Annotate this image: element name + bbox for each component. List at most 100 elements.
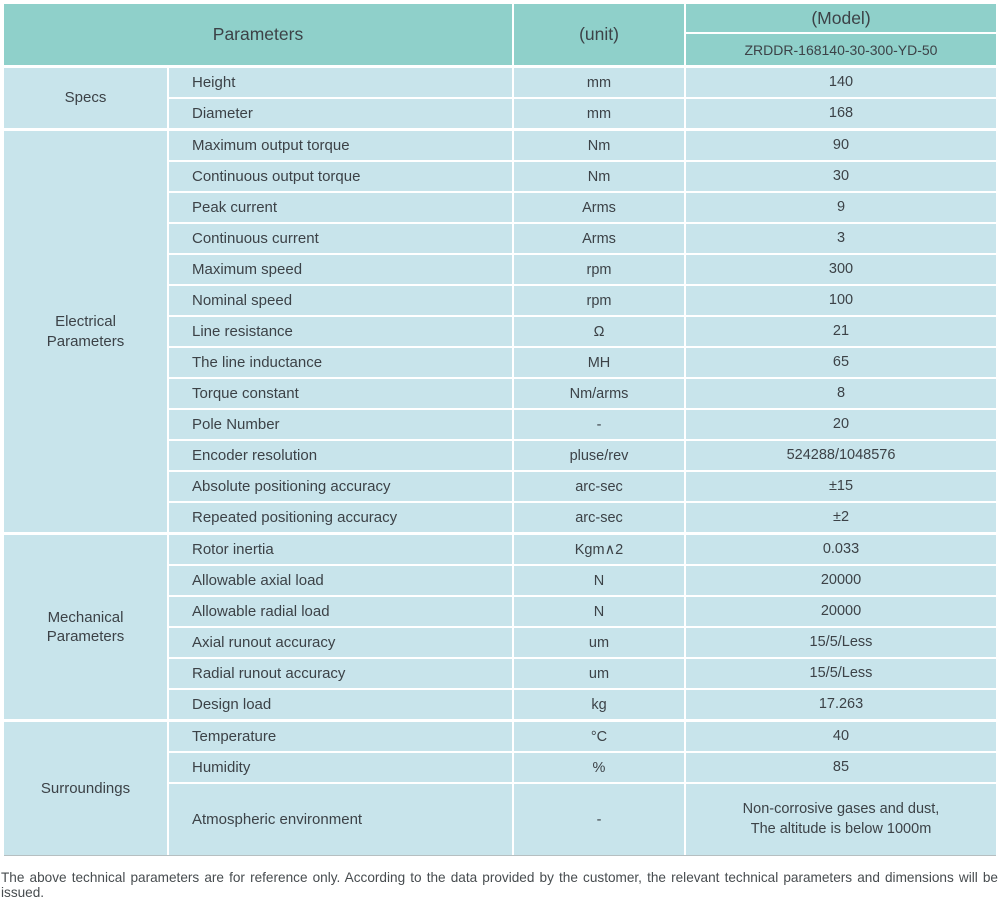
param-unit: arc-sec (514, 472, 684, 501)
param-value: 21 (686, 317, 996, 346)
param-name: Rotor inertia (169, 535, 512, 564)
param-value: Non-corrosive gases and dust, The altitu… (686, 784, 996, 855)
param-value: 40 (686, 722, 996, 751)
param-value: 17.263 (686, 690, 996, 719)
param-name: Humidity (169, 753, 512, 782)
param-unit: - (514, 410, 684, 439)
spec-table: Parameters (unit) (Model) ZRDDR-168140-3… (4, 4, 996, 856)
param-name: Peak current (169, 193, 512, 222)
param-unit: MH (514, 348, 684, 377)
param-name: Absolute positioning accuracy (169, 472, 512, 501)
param-value: 0.033 (686, 535, 996, 564)
param-unit: mm (514, 68, 684, 97)
param-unit: °C (514, 722, 684, 751)
table-row: Repeated positioning accuracy arc-sec ±2 (169, 503, 996, 532)
table-row: Humidity % 85 (169, 753, 996, 782)
param-value: 20000 (686, 566, 996, 595)
footer-note: The above technical parameters are for r… (1, 870, 998, 900)
table-row: Continuous current Arms 3 (169, 224, 996, 253)
table-row: Temperature °C 40 (169, 722, 996, 751)
param-value: 300 (686, 255, 996, 284)
param-unit: um (514, 659, 684, 688)
table-row: Radial runout accuracy um 15/5/Less (169, 659, 996, 688)
param-value: 140 (686, 68, 996, 97)
table-row: Maximum speed rpm 300 (169, 255, 996, 284)
param-unit: arc-sec (514, 503, 684, 532)
param-value: 20 (686, 410, 996, 439)
param-unit: um (514, 628, 684, 657)
section-label-text: Mechanical Parameters (46, 608, 125, 646)
param-value: 15/5/Less (686, 628, 996, 657)
spec-sheet-page: Parameters (unit) (Model) ZRDDR-168140-3… (0, 4, 999, 900)
param-unit: Arms (514, 224, 684, 253)
param-value: 524288/1048576 (686, 441, 996, 470)
param-unit: rpm (514, 286, 684, 315)
section-label: Mechanical Parameters (4, 535, 167, 719)
param-name: The line inductance (169, 348, 512, 377)
section-rows: Temperature °C 40 Humidity % 85 Atmosphe… (169, 722, 996, 855)
param-value: 85 (686, 753, 996, 782)
param-name: Diameter (169, 99, 512, 128)
param-name: Allowable axial load (169, 566, 512, 595)
param-value: 3 (686, 224, 996, 253)
param-unit: pluse/rev (514, 441, 684, 470)
param-unit: Ω (514, 317, 684, 346)
param-value: 65 (686, 348, 996, 377)
table-row: Peak current Arms 9 (169, 193, 996, 222)
param-value: 90 (686, 131, 996, 160)
unit-header: (unit) (514, 4, 684, 65)
table-row: Axial runout accuracy um 15/5/Less (169, 628, 996, 657)
param-value: 30 (686, 162, 996, 191)
table-row: Pole Number - 20 (169, 410, 996, 439)
table-row: Design load kg 17.263 (169, 690, 996, 719)
param-value: 8 (686, 379, 996, 408)
param-name: Pole Number (169, 410, 512, 439)
table-row: The line inductance MH 65 (169, 348, 996, 377)
table-row: Absolute positioning accuracy arc-sec ±1… (169, 472, 996, 501)
param-unit: Nm (514, 131, 684, 160)
table-row: Nominal speed rpm 100 (169, 286, 996, 315)
param-unit: rpm (514, 255, 684, 284)
param-unit: N (514, 566, 684, 595)
param-value: 9 (686, 193, 996, 222)
section-rows: Maximum output torque Nm 90 Continuous o… (169, 131, 996, 532)
section-mechanical-parameters: Mechanical Parameters Rotor inertia Kgm∧… (4, 535, 996, 719)
param-name: Atmospheric environment (169, 784, 512, 855)
param-name: Encoder resolution (169, 441, 512, 470)
section-label: Electrical Parameters (4, 131, 167, 532)
param-name: Height (169, 68, 512, 97)
section-rows: Height mm 140 Diameter mm 168 (169, 68, 996, 128)
table-row: Height mm 140 (169, 68, 996, 97)
table-row: Diameter mm 168 (169, 99, 996, 128)
section-label: Surroundings (4, 722, 167, 855)
section-label-text: Specs (64, 89, 107, 107)
param-name: Allowable radial load (169, 597, 512, 626)
parameters-header: Parameters (4, 4, 512, 65)
model-value: ZRDDR-168140-30-300-YD-50 (686, 34, 996, 65)
param-unit: Arms (514, 193, 684, 222)
param-value: 20000 (686, 597, 996, 626)
param-name: Maximum output torque (169, 131, 512, 160)
param-name: Continuous output torque (169, 162, 512, 191)
param-value: 100 (686, 286, 996, 315)
section-specs: Specs Height mm 140 Diameter mm 168 (4, 68, 996, 128)
param-name: Temperature (169, 722, 512, 751)
table-row: Torque constant Nm/arms 8 (169, 379, 996, 408)
param-name: Design load (169, 690, 512, 719)
param-unit: Nm (514, 162, 684, 191)
param-name: Repeated positioning accuracy (169, 503, 512, 532)
table-row: Line resistance Ω 21 (169, 317, 996, 346)
param-value: ±2 (686, 503, 996, 532)
table-row: Continuous output torque Nm 30 (169, 162, 996, 191)
model-header-column: (Model) ZRDDR-168140-30-300-YD-50 (686, 4, 996, 65)
section-label-text: Electrical Parameters (46, 313, 125, 350)
table-header: Parameters (unit) (Model) ZRDDR-168140-3… (4, 4, 996, 65)
table-row: Encoder resolution pluse/rev 524288/1048… (169, 441, 996, 470)
param-unit: % (514, 753, 684, 782)
section-surroundings: Surroundings Temperature °C 40 Humidity … (4, 722, 996, 855)
param-name: Nominal speed (169, 286, 512, 315)
param-name: Maximum speed (169, 255, 512, 284)
section-label-text: Surroundings (40, 779, 131, 797)
table-row: Allowable axial load N 20000 (169, 566, 996, 595)
model-header: (Model) (686, 4, 996, 32)
